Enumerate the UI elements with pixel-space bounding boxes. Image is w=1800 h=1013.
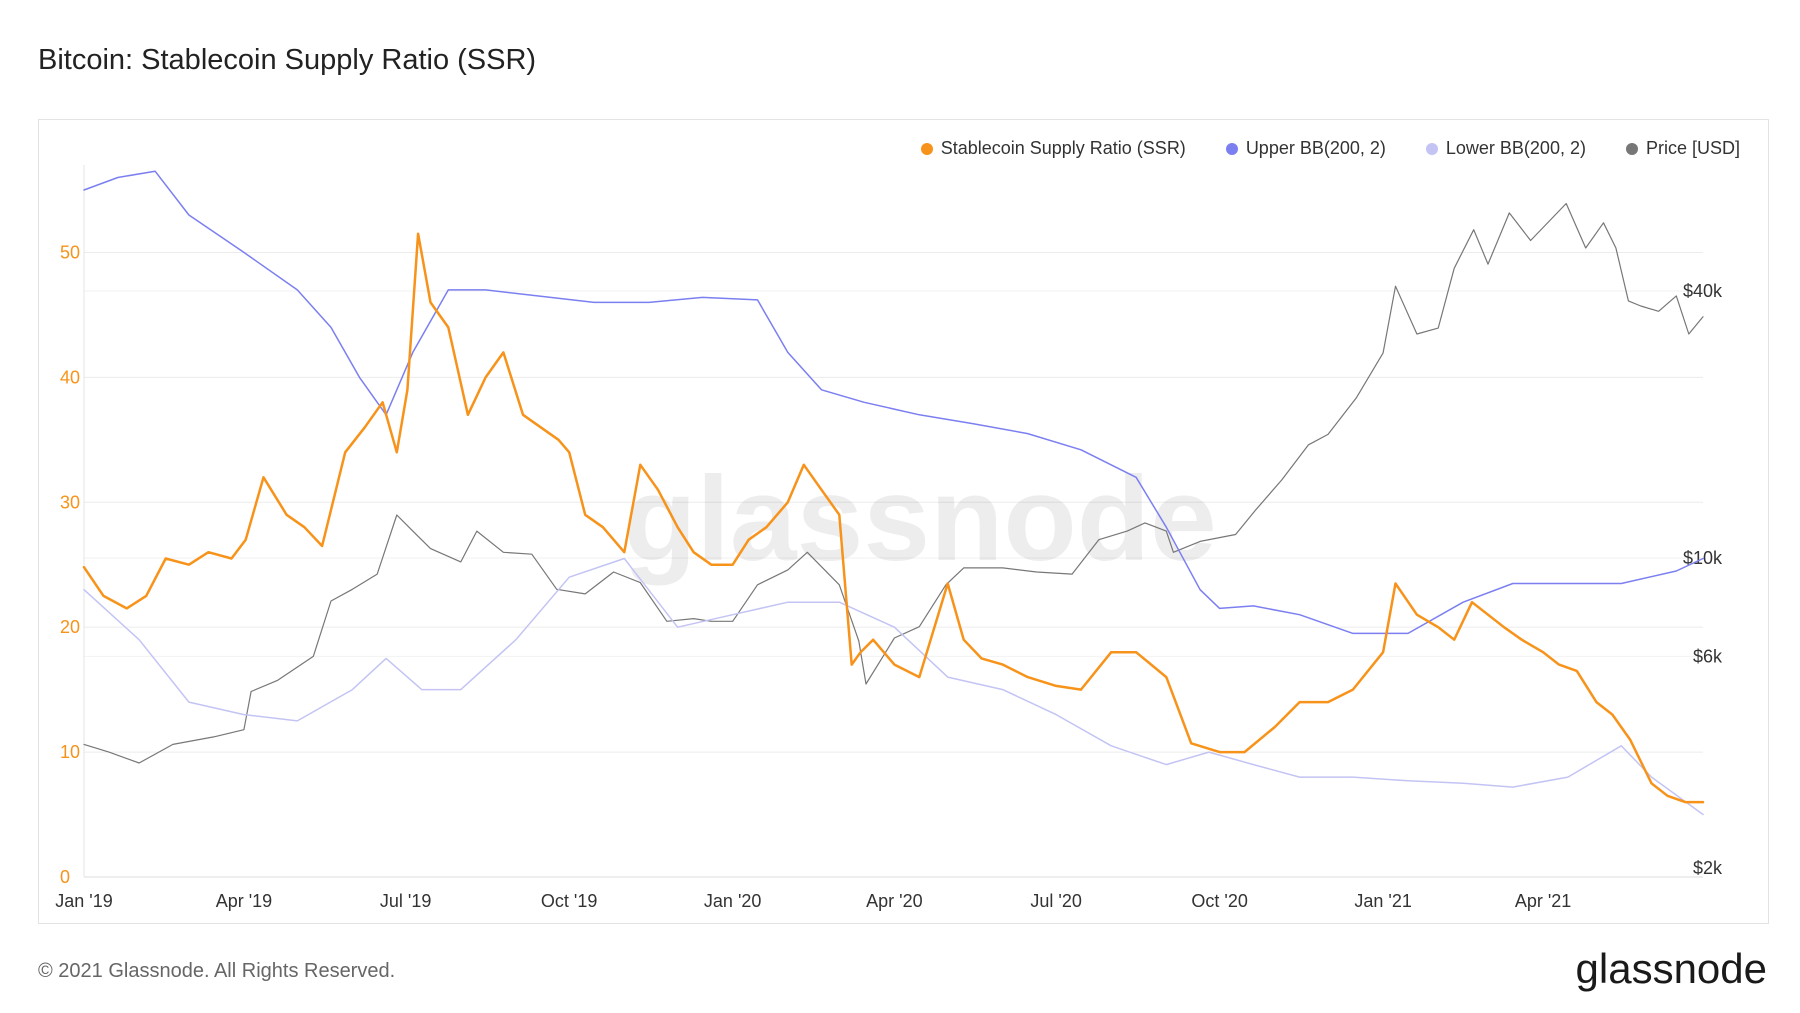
x-tick-label: Oct '20 xyxy=(1191,891,1247,911)
legend-label-lower-bb: Lower BB(200, 2) xyxy=(1445,138,1586,158)
legend-label-price: Price [USD] xyxy=(1645,138,1740,158)
x-tick-label: Apr '20 xyxy=(866,891,922,911)
legend-swatch-lower-bb xyxy=(1425,142,1438,155)
y-right-tick-label: $2k xyxy=(1693,858,1723,878)
page-title: Bitcoin: Stablecoin Supply Ratio (SSR) xyxy=(38,44,537,76)
x-tick-label: Jul '20 xyxy=(1030,891,1081,911)
legend-item-ssr[interactable]: Stablecoin Supply Ratio (SSR) xyxy=(920,138,1186,159)
legend-label-upper-bb: Upper BB(200, 2) xyxy=(1245,138,1386,158)
brand-logo[interactable]: glassnode xyxy=(1575,945,1767,992)
y-left-tick-label: 20 xyxy=(60,617,80,637)
y-right-tick-label: $6k xyxy=(1693,646,1723,666)
series-line-upper-bb-200-2 xyxy=(83,170,1704,635)
y-left-tick-label: 50 xyxy=(60,242,80,262)
y-left-tick-label: 10 xyxy=(60,742,80,762)
legend-swatch-ssr xyxy=(920,142,933,155)
legend-swatch-upper-bb xyxy=(1225,142,1238,155)
series-line-lower-bb-200-2 xyxy=(83,557,1704,816)
y-right-tick-label: $40k xyxy=(1683,281,1723,301)
y-left-tick-label: 30 xyxy=(60,492,80,512)
legend-label-ssr: Stablecoin Supply Ratio (SSR) xyxy=(940,138,1186,158)
y-left-tick-label: 40 xyxy=(60,367,80,387)
series-line-price-usd xyxy=(83,202,1704,764)
x-tick-label: Jul '19 xyxy=(380,891,431,911)
x-tick-label: Apr '21 xyxy=(1515,891,1571,911)
x-tick-label: Apr '19 xyxy=(216,891,272,911)
x-tick-label: Jan '20 xyxy=(704,891,761,911)
chart-frame xyxy=(38,119,1769,924)
chart-legend: Stablecoin Supply Ratio (SSR) Upper BB(2… xyxy=(920,138,1740,159)
series-line-stablecoin-supply-ratio-ssr xyxy=(82,232,1705,804)
legend-item-price[interactable]: Price [USD] xyxy=(1625,138,1740,159)
x-tick-label: Jan '19 xyxy=(55,891,112,911)
legend-item-upper-bb[interactable]: Upper BB(200, 2) xyxy=(1225,138,1386,159)
legend-swatch-price xyxy=(1625,142,1638,155)
x-tick-label: Jan '21 xyxy=(1354,891,1411,911)
y-left-tick-label: 0 xyxy=(60,867,70,887)
legend-item-lower-bb[interactable]: Lower BB(200, 2) xyxy=(1425,138,1586,159)
copyright-footer: © 2021 Glassnode. All Rights Reserved. xyxy=(38,960,396,982)
x-tick-label: Oct '19 xyxy=(541,891,597,911)
